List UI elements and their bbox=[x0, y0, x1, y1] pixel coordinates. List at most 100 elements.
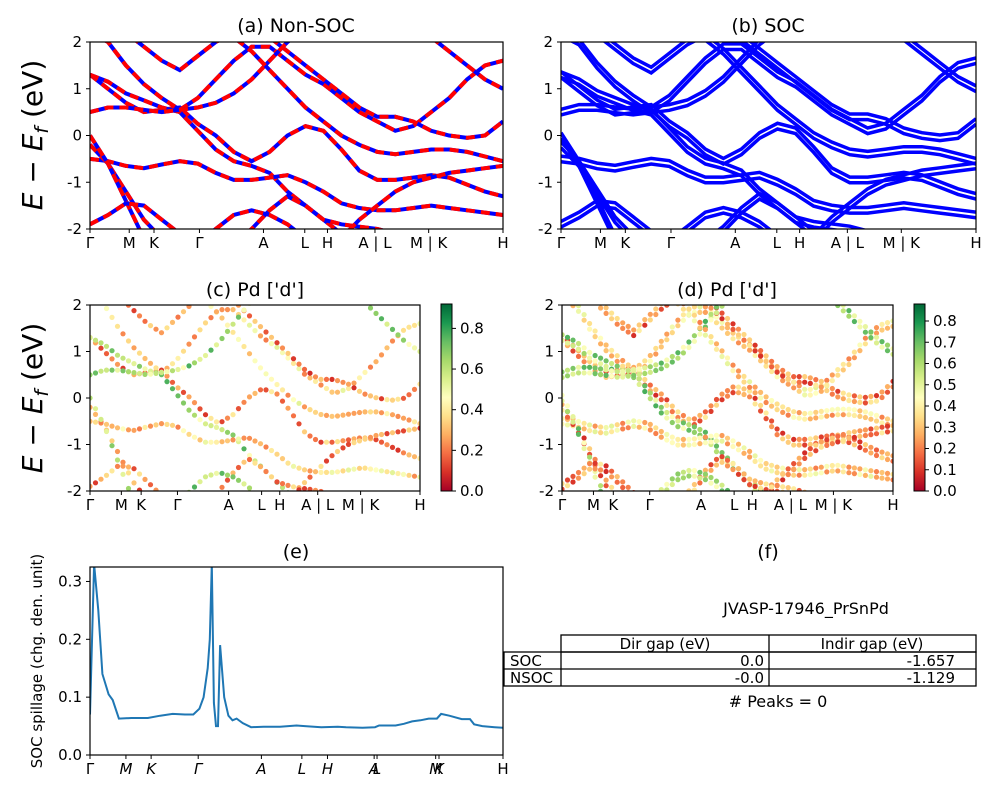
panel-c-xtick-label: M | K bbox=[342, 496, 381, 514]
projection-point bbox=[296, 366, 302, 372]
projection-point bbox=[791, 379, 797, 385]
projection-point bbox=[109, 289, 114, 294]
projection-point bbox=[581, 465, 587, 471]
projection-point bbox=[818, 444, 824, 450]
projection-point bbox=[874, 504, 879, 509]
projection-point bbox=[263, 468, 269, 475]
projection-point bbox=[862, 409, 869, 415]
band-line-spin-up bbox=[90, 134, 297, 229]
projection-point bbox=[417, 455, 420, 461]
projection-point bbox=[562, 486, 565, 491]
projection-point bbox=[631, 327, 637, 333]
projection-point bbox=[730, 321, 736, 327]
projection-point bbox=[268, 474, 275, 480]
projection-point bbox=[147, 423, 154, 429]
projection-point bbox=[879, 504, 884, 509]
projection-point bbox=[846, 406, 852, 412]
projection-point bbox=[219, 419, 225, 425]
projection-point bbox=[802, 374, 808, 380]
projection-point bbox=[235, 314, 242, 320]
projection-point bbox=[647, 396, 653, 402]
projection-point bbox=[862, 467, 869, 473]
projection-point bbox=[670, 293, 675, 298]
panel-a-xtick-label: H bbox=[322, 234, 333, 252]
projection-point bbox=[724, 441, 731, 447]
projection-point bbox=[730, 384, 736, 390]
projection-point bbox=[164, 505, 169, 510]
band-line-spin-up bbox=[134, 42, 503, 140]
projection-point bbox=[93, 284, 98, 289]
projection-point bbox=[802, 281, 807, 286]
projection-point bbox=[857, 471, 863, 478]
projection-point bbox=[758, 395, 764, 401]
projection-point bbox=[570, 473, 576, 479]
colorbar-d-tick-label: 0.5 bbox=[933, 376, 957, 394]
projection-point bbox=[329, 439, 335, 445]
projection-point bbox=[769, 364, 775, 370]
projection-point bbox=[713, 484, 720, 490]
projection-point bbox=[763, 399, 769, 406]
projection-point bbox=[378, 316, 385, 322]
projection-point bbox=[675, 510, 680, 515]
projection-point bbox=[598, 281, 603, 286]
panel-d-xtick-label: H bbox=[747, 496, 758, 514]
projection-point bbox=[763, 466, 769, 472]
projection-point bbox=[675, 499, 680, 504]
projection-point bbox=[247, 507, 252, 512]
projection-point bbox=[752, 478, 758, 484]
projection-point bbox=[318, 411, 324, 418]
projection-point bbox=[131, 284, 136, 289]
projection-point bbox=[653, 283, 658, 288]
projection-point bbox=[570, 281, 575, 286]
projection-point bbox=[197, 504, 202, 509]
table-peaks-note: # Peaks = 0 bbox=[729, 692, 828, 711]
panel-b-ytick-label: -2 bbox=[538, 220, 553, 238]
projection-point bbox=[213, 424, 220, 430]
projection-point bbox=[252, 328, 258, 334]
projection-point bbox=[796, 410, 802, 416]
projection-point bbox=[691, 333, 698, 339]
projection-point bbox=[818, 414, 824, 420]
projection-point bbox=[807, 416, 813, 422]
projection-point bbox=[296, 487, 302, 491]
projection-point bbox=[808, 497, 813, 502]
projection-point bbox=[691, 467, 698, 474]
projection-point bbox=[186, 288, 191, 293]
projection-point bbox=[626, 501, 631, 506]
panel-e-title: (e) bbox=[283, 541, 310, 563]
projection-point bbox=[345, 385, 352, 392]
projection-point bbox=[411, 345, 418, 351]
projection-point bbox=[587, 349, 593, 355]
projection-point bbox=[384, 431, 390, 437]
projection-point bbox=[863, 504, 868, 509]
projection-point bbox=[246, 394, 253, 400]
projection-point bbox=[752, 453, 758, 459]
projection-point bbox=[664, 431, 670, 437]
projection-point bbox=[575, 346, 582, 352]
projection-point bbox=[664, 357, 670, 363]
projection-point bbox=[758, 497, 763, 502]
projection-point bbox=[669, 324, 675, 330]
projection-point bbox=[126, 284, 131, 289]
projection-point bbox=[252, 460, 258, 466]
projection-point bbox=[802, 489, 808, 491]
panel-d-xtick-label: A bbox=[696, 496, 707, 514]
projection-point bbox=[389, 397, 396, 403]
projection-point bbox=[862, 427, 869, 433]
projection-point bbox=[846, 361, 852, 368]
projection-point bbox=[92, 419, 99, 425]
projection-point bbox=[829, 407, 835, 413]
projection-point bbox=[564, 408, 571, 415]
projection-point bbox=[719, 482, 725, 488]
panel-e-ytick-label: 0.0 bbox=[58, 746, 82, 764]
projection-point bbox=[329, 453, 335, 459]
projection-point bbox=[780, 430, 786, 436]
projection-point bbox=[213, 342, 220, 348]
projection-point bbox=[791, 281, 796, 286]
projection-point bbox=[603, 372, 609, 378]
projection-point bbox=[686, 467, 692, 474]
projection-point bbox=[625, 329, 631, 335]
projection-point bbox=[747, 482, 753, 488]
projection-point bbox=[818, 439, 824, 445]
